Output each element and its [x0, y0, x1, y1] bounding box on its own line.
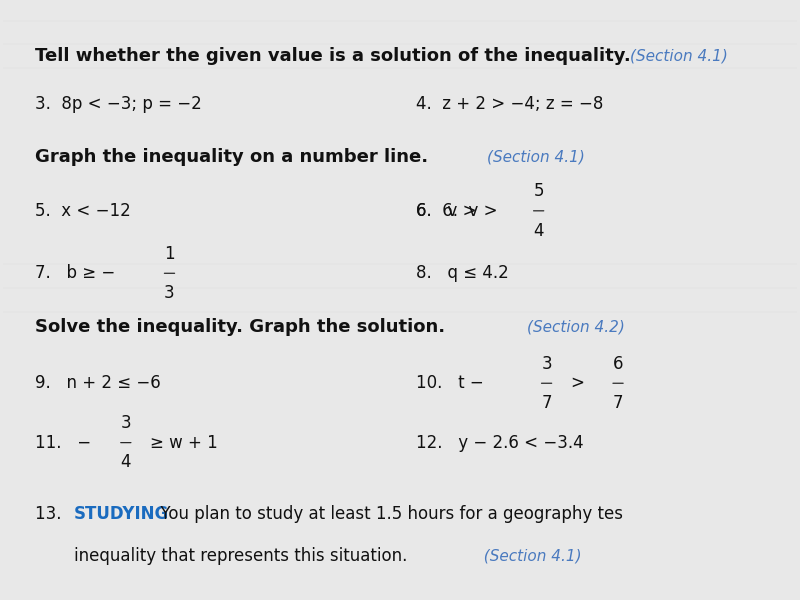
Text: >: >	[570, 374, 585, 392]
Text: (Section 4.1): (Section 4.1)	[630, 49, 728, 64]
Text: 7: 7	[542, 394, 552, 412]
Text: 7: 7	[613, 394, 623, 412]
Text: 4.  z + 2 > −4; z = −8: 4. z + 2 > −4; z = −8	[416, 95, 603, 113]
Text: (Section 4.1): (Section 4.1)	[487, 150, 585, 165]
Text: 1: 1	[164, 245, 175, 263]
Text: 5: 5	[534, 182, 544, 200]
Text: 8.   q ≤ 4.2: 8. q ≤ 4.2	[416, 264, 508, 282]
Text: 12.   y − 2.6 < −3.4: 12. y − 2.6 < −3.4	[416, 434, 583, 452]
Text: (Section 4.2): (Section 4.2)	[526, 319, 625, 334]
Text: inequality that represents this situation.: inequality that represents this situatio…	[74, 547, 408, 565]
Text: 7.   b ≥ −: 7. b ≥ −	[34, 264, 114, 282]
Text: 4: 4	[121, 454, 131, 472]
Text: ≥ w + 1: ≥ w + 1	[150, 434, 218, 452]
Text: 3: 3	[121, 414, 131, 432]
Text: STUDYING: STUDYING	[74, 505, 170, 523]
Text: Graph the inequality on a number line.: Graph the inequality on a number line.	[34, 148, 428, 166]
Text: 11.   −: 11. −	[34, 434, 90, 452]
Text: (Section 4.1): (Section 4.1)	[474, 548, 582, 563]
Text: 5.  x < −12: 5. x < −12	[34, 202, 130, 220]
Text: 6: 6	[613, 355, 623, 373]
Text: 3: 3	[164, 284, 175, 302]
Text: 3: 3	[542, 355, 552, 373]
Text: Solve the inequality. Graph the solution.: Solve the inequality. Graph the solution…	[34, 318, 445, 336]
Text: 10.   t −: 10. t −	[416, 374, 489, 392]
Text: 6.  6.  v >: 6. 6. v >	[416, 202, 502, 220]
Text: 9.   n + 2 ≤ −6: 9. n + 2 ≤ −6	[34, 374, 160, 392]
Text: 3.  8p < −3; p = −2: 3. 8p < −3; p = −2	[34, 95, 202, 113]
Text: 13.: 13.	[34, 505, 71, 523]
Text: You plan to study at least 1.5 hours for a geography tes: You plan to study at least 1.5 hours for…	[150, 505, 623, 523]
Text: 4: 4	[534, 221, 544, 239]
Text: Tell whether the given value is a solution of the inequality.: Tell whether the given value is a soluti…	[34, 47, 630, 65]
Text: 6.   v >: 6. v >	[416, 202, 482, 220]
